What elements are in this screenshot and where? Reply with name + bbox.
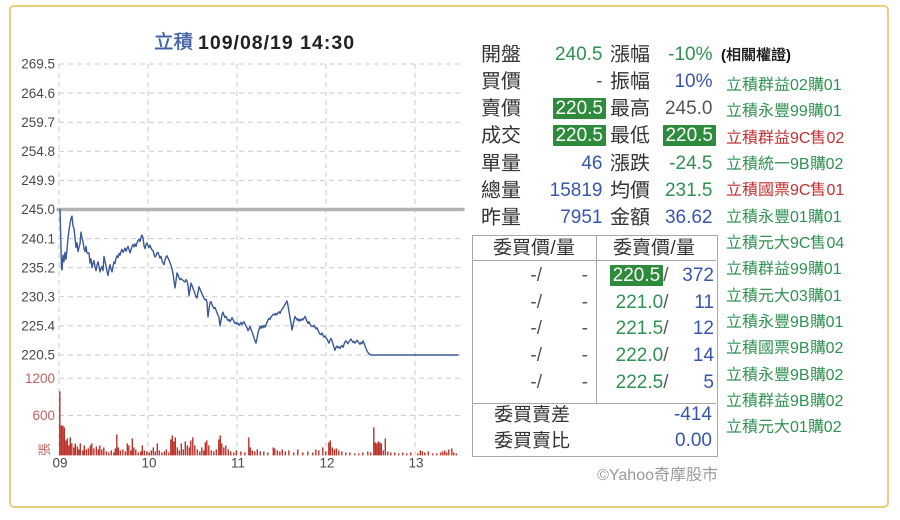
svg-text:264.6: 264.6 [21, 86, 55, 101]
svg-text:220.5: 220.5 [21, 348, 55, 363]
svg-text:269.5: 269.5 [21, 57, 55, 72]
svg-text:600: 600 [32, 408, 55, 423]
svg-text:225.4: 225.4 [21, 319, 55, 334]
svg-text:245.0: 245.0 [21, 202, 55, 217]
svg-text:10: 10 [141, 456, 156, 471]
svg-text:230.3: 230.3 [21, 290, 55, 305]
svg-text:240.1: 240.1 [21, 231, 55, 246]
svg-text:259.7: 259.7 [21, 115, 55, 130]
svg-text:1200: 1200 [25, 371, 55, 386]
svg-text:13: 13 [408, 456, 423, 471]
svg-text:11: 11 [231, 456, 245, 471]
svg-text:235.2: 235.2 [21, 260, 55, 275]
svg-text:254.8: 254.8 [21, 144, 55, 159]
svg-text:09: 09 [52, 456, 67, 471]
svg-text:249.9: 249.9 [21, 173, 55, 188]
svg-text:12: 12 [319, 456, 334, 471]
